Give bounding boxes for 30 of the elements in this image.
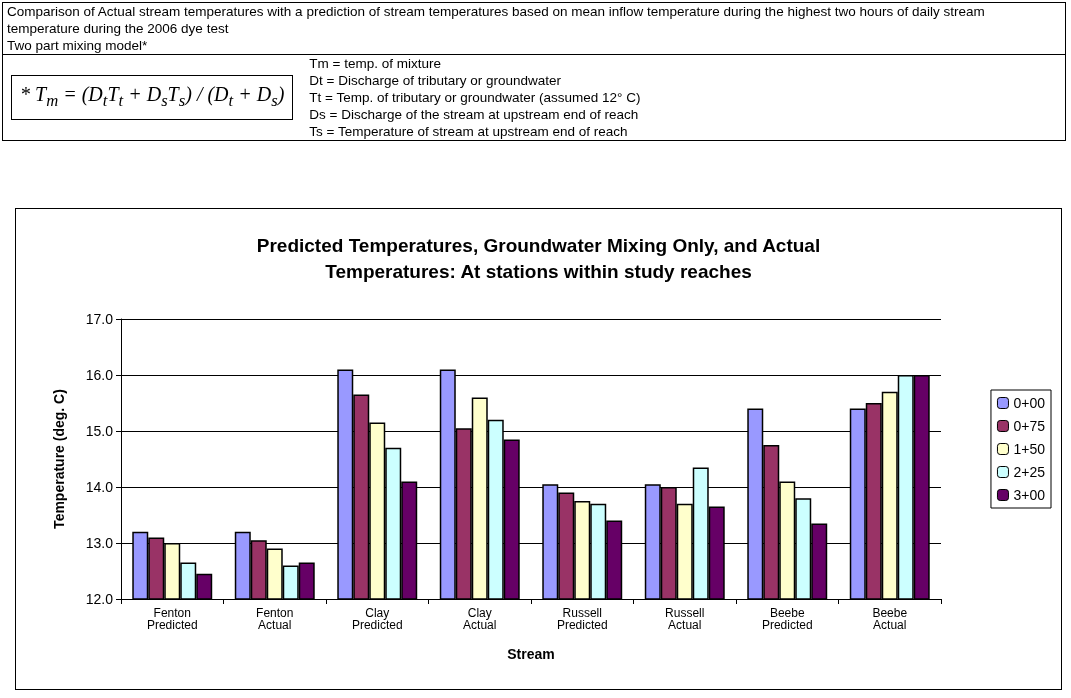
x-axis-title: Stream bbox=[507, 646, 555, 662]
y-tick-label: 12.0 bbox=[85, 591, 114, 607]
x-tick-label: Fenton Predicted bbox=[146, 606, 198, 632]
legend-label: 0+75 bbox=[1013, 418, 1046, 434]
legend-label: 2+25 bbox=[1013, 464, 1046, 480]
x-tick-label: Clay Actual bbox=[463, 606, 497, 632]
x-tick-label: Clay Predicted bbox=[351, 606, 403, 632]
text: Comparison of Actual stream temperatures with a prediction of stream temperatures based on mean inflow temperature during the highest two hours of daily stream temperature during the 2006 dye test bbox=[7, 4, 985, 36]
chart-title: Predicted Temperatures, Groundwater Mixing Only, and Actual Temperatures: At stations within study reaches bbox=[256, 234, 821, 282]
legend-label: 0+00 bbox=[1013, 395, 1046, 411]
x-tick-label: Beebe Actual bbox=[872, 606, 908, 632]
legend-label: 1+50 bbox=[1013, 441, 1046, 457]
text: Ds = Discharge of the stream at upstream end of reach bbox=[309, 107, 639, 122]
text: Tt = Temp. of tributary or groundwater (assumed 12° C) bbox=[309, 90, 641, 105]
y-axis-title: Temperature (deg. C) bbox=[51, 389, 67, 529]
x-tick-label: Russell Actual bbox=[665, 606, 705, 632]
text: Ts = Temperature of stream at upstream end of reach bbox=[309, 124, 628, 139]
legend-label: 3+00 bbox=[1013, 487, 1046, 503]
text: Two part mixing model* bbox=[7, 38, 148, 53]
text: Dt = Discharge of tributary or groundwater bbox=[309, 73, 562, 88]
y-tick-label: 17.0 bbox=[85, 311, 114, 327]
y-tick-label: 16.0 bbox=[85, 367, 114, 383]
y-tick-label: 14.0 bbox=[85, 479, 114, 495]
text: * T$_{m}$ = (D$_{t}$T$_{t}$ + D$_{s}$T$_{s}$) / (D$_{t}$ + D$_{s}$) bbox=[20, 83, 285, 110]
x-tick-label: Fenton Actual bbox=[256, 606, 294, 632]
x-tick-label: Russell Predicted bbox=[556, 606, 608, 632]
y-tick-label: 15.0 bbox=[85, 423, 114, 439]
y-tick-label: 13.0 bbox=[85, 535, 114, 551]
text: Tm = temp. of mixture bbox=[309, 56, 441, 71]
x-tick-label: Beebe Predicted bbox=[761, 606, 813, 632]
